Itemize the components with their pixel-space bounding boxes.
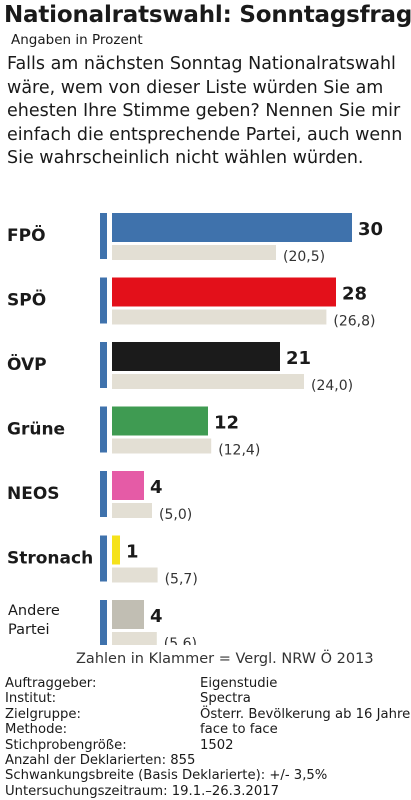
- prior-bar-fpö: [112, 245, 276, 260]
- current-bar-spö: [112, 277, 336, 307]
- prior-bar-andere-partei: [112, 632, 157, 645]
- category-label-övp: ÖVP: [7, 353, 47, 375]
- category-label-fpö: FPÖ: [7, 224, 46, 246]
- row-marker-neos: [100, 471, 107, 517]
- meta-row-target-group: Zielgruppe: Österr. Bevölkerung ab 16 Ja…: [5, 706, 411, 722]
- category-label-spö: SPÖ: [7, 289, 46, 311]
- meta-row-period: Untersuchungszeitraum: 19.1.–26.3.2017: [5, 784, 410, 799]
- prior-value-label-övp: (24,0): [311, 378, 353, 394]
- meta-row-declared: Anzahl der Deklarierten: 855: [5, 753, 410, 768]
- meta-label: Anzahl der Deklarierten: 855: [5, 752, 196, 768]
- value-label-spö: 28: [342, 284, 367, 305]
- meta-row-sample-size: Stichprobengröße: 1502: [5, 738, 410, 753]
- prior-value-label-andere-partei: (5,6): [164, 636, 197, 645]
- row-marker-andere-partei: [100, 600, 107, 645]
- row-marker-stronach: [100, 535, 107, 582]
- prior-value-label-spö: (26,8): [333, 314, 375, 330]
- prior-bar-spö: [112, 309, 327, 325]
- meta-row-method: Methode: face to face: [5, 722, 410, 737]
- meta-label: Auftraggeber:: [5, 676, 97, 691]
- row-marker-spö: [100, 277, 107, 324]
- row-marker-övp: [100, 342, 107, 388]
- meta-value: Spectra: [200, 691, 251, 707]
- prior-value-label-fpö: (20,5): [283, 249, 325, 265]
- category-label-stronach: Stronach: [7, 549, 93, 569]
- meta-label: Stichprobengröße:: [5, 737, 127, 753]
- meta-row-client: Auftraggeber: Eigenstudie: [5, 676, 410, 691]
- meta-row-institute: Institut: Spectra: [5, 691, 410, 706]
- value-label-neos: 4: [150, 477, 163, 498]
- current-bar-grüne: [112, 406, 208, 436]
- survey-question: Falls am nächsten Sonntag Nationalratswa…: [7, 54, 403, 168]
- chart-subtitle: Angaben in Prozent: [11, 32, 143, 48]
- prior-bar-övp: [112, 374, 304, 389]
- category-label-neos: NEOS: [7, 484, 60, 504]
- current-bar-övp: [112, 342, 280, 371]
- comparison-note: Zahlen in Klammer = Vergl. NRW Ö 2013: [76, 651, 374, 667]
- category-label-andere-partei: Andere Partei: [8, 603, 60, 638]
- meta-value: 1502: [200, 737, 234, 753]
- current-bar-neos: [112, 471, 144, 500]
- current-bar-fpö: [112, 213, 352, 242]
- value-label-stronach: 1: [126, 542, 139, 563]
- meta-label: Schwankungsbreite (Basis Deklarierte): +…: [5, 768, 328, 784]
- meta-value: Eigenstudie: [200, 676, 278, 691]
- chart-title: Nationalratswahl: Sonntagsfrage: [4, 2, 411, 28]
- meta-label: Institut:: [5, 691, 57, 707]
- prior-value-label-grüne: (12,4): [218, 443, 260, 459]
- prior-bar-neos: [112, 503, 152, 518]
- meta-label: Methode:: [5, 722, 68, 738]
- category-label-grüne: Grüne: [7, 420, 65, 440]
- party-poll-bar-chart: FPÖ 30 (20,5) SPÖ 28 (26,8) ÖVP 21(24,0) Grüne 12…: [7, 213, 383, 645]
- meta-value: Österr. Bevölkerung ab 16 Jahren: [200, 706, 411, 722]
- prior-value-label-neos: (5,0): [159, 507, 192, 523]
- meta-value: face to face: [200, 722, 278, 738]
- meta-row-margin: Schwankungsbreite (Basis Deklarierte): +…: [5, 768, 410, 783]
- current-bar-stronach: [112, 535, 120, 565]
- meta-label: Untersuchungszeitraum: 19.1.–26.3.2017: [5, 783, 279, 799]
- value-label-fpö: 30: [358, 219, 383, 240]
- row-marker-fpö: [100, 213, 107, 259]
- methodology-block: Auftraggeber: Eigenstudie Institut: Spec…: [5, 676, 411, 799]
- row-marker-grüne: [100, 406, 107, 453]
- prior-bar-grüne: [112, 438, 212, 454]
- meta-label: Zielgruppe:: [5, 706, 81, 722]
- value-label-andere-partei: 4: [150, 606, 163, 627]
- prior-bar-stronach: [112, 567, 158, 583]
- prior-value-label-stronach: (5,7): [165, 572, 198, 588]
- current-bar-andere-partei: [112, 600, 144, 629]
- value-label-övp: 21: [286, 348, 311, 369]
- value-label-grüne: 12: [214, 413, 239, 434]
